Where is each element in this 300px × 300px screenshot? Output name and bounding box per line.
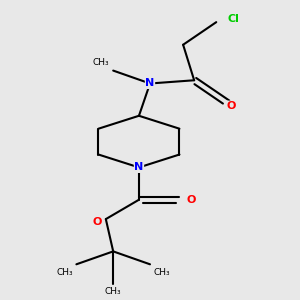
- Text: O: O: [93, 217, 102, 227]
- Text: O: O: [226, 101, 236, 111]
- Text: Cl: Cl: [227, 14, 239, 24]
- Text: CH₃: CH₃: [105, 287, 122, 296]
- Text: N: N: [146, 79, 154, 88]
- Text: CH₃: CH₃: [93, 58, 110, 68]
- Text: N: N: [134, 162, 144, 172]
- Text: O: O: [187, 195, 196, 205]
- Text: CH₃: CH₃: [154, 268, 170, 277]
- Text: CH₃: CH₃: [56, 268, 73, 277]
